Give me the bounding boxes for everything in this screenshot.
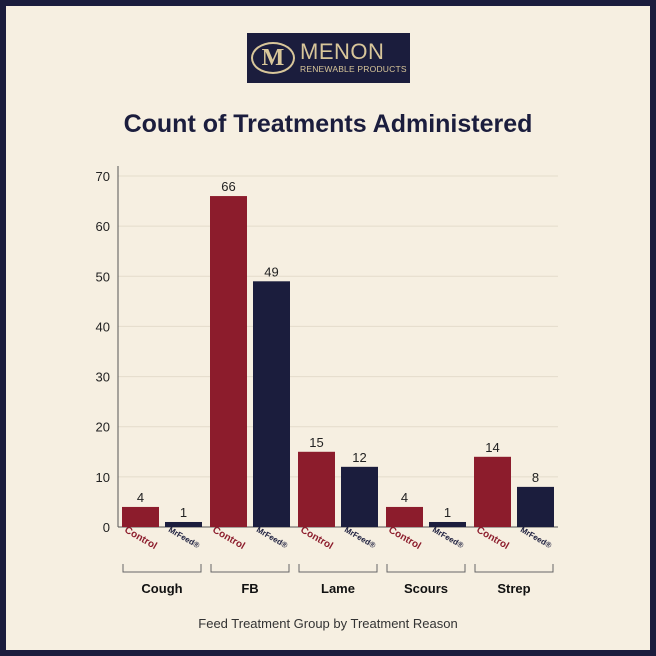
company-logo: M MENON RENEWABLE PRODUCTS xyxy=(247,33,410,83)
y-tick-label: 10 xyxy=(96,470,110,485)
bar-mrfeed-fb xyxy=(253,281,290,527)
logo-emblem: M xyxy=(251,42,295,74)
data-label: 1 xyxy=(180,505,187,520)
bar-control-strep xyxy=(474,456,511,527)
category-label: Scours xyxy=(404,581,448,596)
y-tick-label: 20 xyxy=(96,420,110,435)
category-label: Lame xyxy=(321,581,355,596)
category-label: Strep xyxy=(497,581,530,596)
series-tick-label: Control xyxy=(210,525,246,552)
y-tick-label: 40 xyxy=(96,319,110,334)
series-tick-label: Control xyxy=(474,525,510,552)
x-axis-title: Feed Treatment Group by Treatment Reason xyxy=(198,616,458,631)
chart-title: Count of Treatments Administered xyxy=(123,110,533,138)
logo-name: MENON xyxy=(300,39,385,64)
series-tick-label: MrFeed® xyxy=(519,525,553,550)
series-tick-label: MrFeed® xyxy=(255,525,289,550)
series-tick-label: Control xyxy=(122,525,158,552)
bar-control-fb xyxy=(210,196,247,528)
bar-control-cough xyxy=(122,506,159,527)
y-tick-label: 0 xyxy=(103,520,110,535)
bar-mrfeed-strep xyxy=(517,486,554,527)
category-label: Cough xyxy=(141,581,182,596)
data-label: 4 xyxy=(137,490,144,505)
bar-mrfeed-scours xyxy=(429,521,466,527)
series-tick-label: MrFeed® xyxy=(167,525,201,550)
data-label: 14 xyxy=(485,440,499,455)
bar-control-scours xyxy=(386,506,423,527)
category-bracket xyxy=(474,564,554,573)
series-tick-label: MrFeed® xyxy=(343,525,377,550)
data-label: 8 xyxy=(532,470,539,485)
data-label: 66 xyxy=(221,179,235,194)
category-bracket xyxy=(210,564,290,573)
category-bracket xyxy=(298,564,378,573)
series-tick-label: MrFeed® xyxy=(431,525,465,550)
bar-control-lame xyxy=(298,451,335,527)
data-label: 1 xyxy=(444,505,451,520)
category-label: FB xyxy=(241,581,258,596)
series-tick-label: Control xyxy=(386,525,422,552)
data-label: 15 xyxy=(309,435,323,450)
y-tick-label: 60 xyxy=(96,219,110,234)
bar-mrfeed-lame xyxy=(341,466,378,527)
series-tick-label: Control xyxy=(298,525,334,552)
y-tick-label: 50 xyxy=(96,269,110,284)
category-bracket xyxy=(122,564,202,573)
y-tick-label: 70 xyxy=(96,169,110,184)
data-label: 49 xyxy=(264,264,278,279)
bar-mrfeed-cough xyxy=(165,521,202,527)
page-frame xyxy=(6,6,650,650)
y-tick-label: 30 xyxy=(96,370,110,385)
logo-tagline: RENEWABLE PRODUCTS xyxy=(300,64,407,74)
data-label: 12 xyxy=(352,450,366,465)
category-bracket xyxy=(386,564,466,573)
data-label: 4 xyxy=(401,490,408,505)
